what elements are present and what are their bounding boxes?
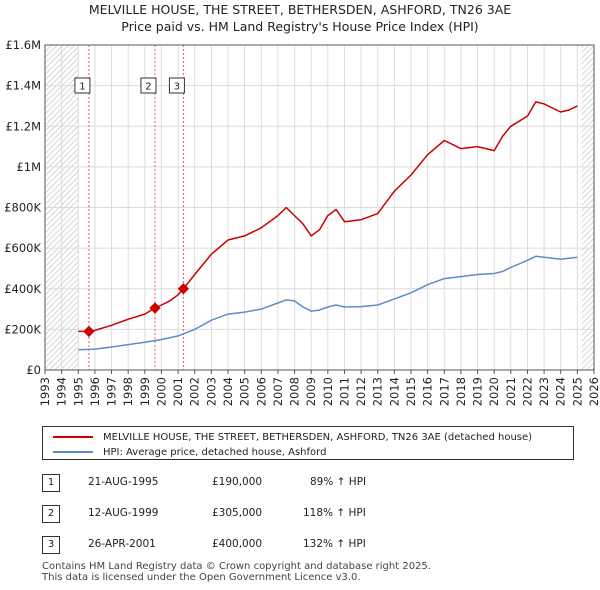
x-tick-label: 1996	[88, 377, 102, 406]
x-tick-label: 2001	[171, 377, 185, 406]
x-tick-label: 2010	[321, 377, 335, 406]
x-tick-label: 2007	[271, 377, 285, 406]
x-tick-label: 2003	[204, 377, 218, 406]
sale-label-number: 3	[174, 82, 180, 93]
y-tick-label: £1.2M	[5, 119, 41, 133]
sale-label-box	[168, 77, 185, 94]
sale-price: £400,000	[212, 538, 263, 550]
legend: MELVILLE HOUSE, THE STREET, BETHERSDEN, …	[42, 426, 574, 460]
x-tick-label: 2022	[520, 377, 534, 406]
sale-marker-badge: 2	[42, 505, 60, 523]
sale-hpi-change: 89% ↑ HPI	[310, 476, 367, 488]
x-tick-label: 2000	[154, 377, 168, 406]
x-tick-label: 2020	[487, 377, 501, 406]
y-tick-label: £400K	[4, 282, 41, 296]
price-chart: £0 £200K £400K £600K £800K £1M £1.2M £1.4M £1.6M…	[4, 38, 600, 406]
footer-copyright: Contains HM Land Registry data © Crown c…	[42, 561, 431, 572]
x-tick-label: 2014	[387, 377, 401, 406]
sale-marker-badge: 1	[42, 474, 60, 492]
x-tick-label: 2017	[437, 377, 451, 406]
plot-frame	[44, 44, 595, 371]
footer-licence: This data is licensed under the Open Gov…	[42, 572, 361, 583]
x-tick-label: 2019	[471, 377, 485, 406]
x-tick-label: 2012	[354, 377, 368, 406]
sale-date: 12-AUG-1999	[88, 507, 159, 519]
chart-subtitle: Price paid vs. HM Land Registry's House …	[121, 19, 479, 34]
sale-date: 21-AUG-1995	[88, 476, 159, 488]
sale-price: £190,000	[212, 476, 263, 488]
sale-price: £305,000	[212, 507, 263, 519]
y-tick-label: £200K	[4, 322, 41, 336]
hpi-line	[78, 255, 578, 351]
y-tick-label: £800K	[4, 201, 41, 215]
x-tick-label: 2024	[554, 377, 568, 406]
x-tick-label: 1994	[55, 377, 69, 406]
legend-swatch-property	[53, 436, 93, 438]
property-price-line	[78, 101, 578, 333]
x-tick-label: 1998	[121, 377, 135, 406]
sale-hpi-change: 132% ↑ HPI	[303, 538, 366, 550]
x-tick-label: 2004	[221, 377, 235, 406]
sale-label-number: 1	[79, 82, 85, 93]
x-tick-label: 1995	[71, 377, 85, 406]
chart-title: MELVILLE HOUSE, THE STREET, BETHERSDEN, …	[88, 2, 512, 17]
sale-point	[177, 283, 190, 295]
y-tick-label: £1.6M	[5, 38, 41, 52]
x-tick-label: 2021	[504, 377, 518, 406]
x-tick-label: 2002	[188, 377, 202, 406]
x-tick-label: 1997	[105, 377, 119, 406]
sale-label-box	[74, 77, 91, 94]
y-tick-label: £600K	[4, 241, 41, 255]
x-tick-label: 2023	[537, 377, 551, 406]
x-tick-label: 2006	[254, 377, 268, 406]
sale-hpi-change: 118% ↑ HPI	[303, 507, 366, 519]
y-tick-label: £1M	[16, 160, 41, 174]
y-tick-label: £1.4M	[5, 79, 41, 93]
x-tick-label: 2013	[371, 377, 385, 406]
legend-label-property: MELVILLE HOUSE, THE STREET, BETHERSDEN, …	[103, 431, 533, 443]
sale-label-box	[140, 77, 157, 94]
sale-point	[149, 302, 161, 314]
sale-date: 26-APR-2001	[88, 538, 156, 550]
x-tick-label: 2026	[587, 377, 600, 406]
x-tick-label: 2005	[238, 377, 252, 406]
x-tick-label: 2015	[404, 377, 418, 406]
x-tick-label: 1999	[138, 377, 152, 406]
legend-label-hpi: HPI: Average price, detached house, Ashf…	[103, 446, 327, 458]
legend-item-property: MELVILLE HOUSE, THE STREET, BETHERSDEN, …	[53, 430, 532, 444]
x-tick-label: 2018	[454, 377, 468, 406]
sale-label-number: 2	[145, 82, 151, 93]
x-tick-label: 2009	[304, 377, 318, 406]
legend-swatch-hpi	[53, 451, 93, 453]
legend-item-hpi: HPI: Average price, detached house, Ashf…	[53, 445, 326, 459]
x-tick-label: 2011	[337, 377, 351, 406]
x-tick-label: 2008	[288, 377, 302, 406]
x-tick-label: 1993	[38, 377, 52, 406]
sale-marker-badge: 3	[42, 536, 60, 554]
y-tick-label: £0	[26, 363, 41, 377]
x-tick-label: 2025	[570, 377, 584, 406]
footer: Contains HM Land Registry data © Crown c…	[42, 561, 431, 583]
x-tick-label: 2016	[421, 377, 435, 406]
